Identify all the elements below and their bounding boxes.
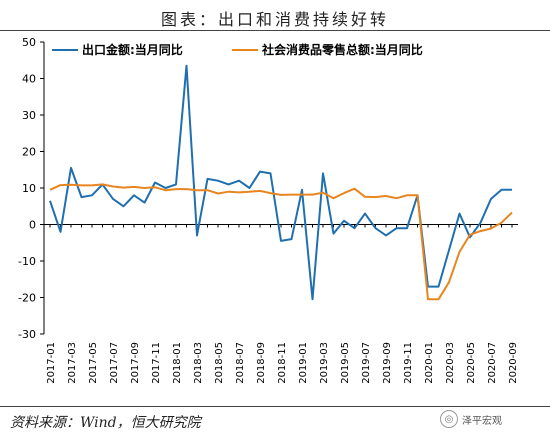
x-tick-label: 2018-05 bbox=[214, 342, 225, 384]
wechat-icon: ◎ bbox=[440, 410, 458, 428]
x-tick-label: 2018-01 bbox=[172, 342, 183, 384]
x-tick-label: 2018-11 bbox=[277, 342, 288, 384]
x-tick-label: 2019-03 bbox=[319, 342, 330, 384]
y-tick-label: 20 bbox=[22, 146, 36, 159]
y-tick-label: 40 bbox=[22, 73, 36, 86]
x-tick-label: 2019-01 bbox=[298, 342, 309, 384]
legend-label: 出口金额:当月同比 bbox=[82, 42, 183, 57]
source-rule bbox=[0, 406, 550, 407]
x-tick-label: 2020-09 bbox=[508, 342, 519, 384]
x-tick-label: 2017-07 bbox=[109, 342, 120, 384]
x-tick-label: 2017-03 bbox=[67, 342, 78, 384]
source-note: 资料来源：Wind，恒大研究院 bbox=[10, 415, 201, 431]
x-tick-label: 2020-01 bbox=[424, 342, 435, 384]
x-tick-label: 2019-07 bbox=[361, 342, 372, 384]
legend-label: 社会消费品零售总额:当月同比 bbox=[261, 42, 423, 57]
y-tick-label: -30 bbox=[18, 328, 36, 341]
x-tick-label: 2019-09 bbox=[382, 342, 393, 384]
x-tick-label: 2017-05 bbox=[88, 342, 99, 384]
watermark-text: 泽平宏观 bbox=[462, 415, 502, 427]
y-tick-label: 10 bbox=[22, 182, 36, 195]
retail-series-line bbox=[49, 183, 513, 301]
y-tick-label: -10 bbox=[18, 255, 36, 268]
x-tick-label: 2020-05 bbox=[466, 342, 477, 384]
x-tick-label: 2019-05 bbox=[340, 342, 351, 384]
x-tick-label: 2018-07 bbox=[235, 342, 246, 384]
line-chart: -30 -20 -10 0 10 20 30 40 50 2017-01 2017-03 2017-0… bbox=[18, 36, 519, 384]
x-tick-label: 2018-09 bbox=[256, 342, 267, 384]
x-tick-label: 2019-11 bbox=[403, 342, 414, 384]
watermark: ◎ 泽平宏观 bbox=[440, 410, 502, 428]
title-underline bbox=[0, 30, 550, 31]
x-tick-label: 2017-01 bbox=[46, 342, 57, 384]
x-tick-label: 2018-03 bbox=[193, 342, 204, 384]
x-tick-label: 2020-03 bbox=[445, 342, 456, 384]
y-tick-label: 50 bbox=[22, 36, 36, 49]
y-tick-label: 30 bbox=[22, 109, 36, 122]
y-tick-label: -20 bbox=[18, 292, 36, 305]
export-series-line bbox=[49, 64, 512, 301]
x-tick-label: 2020-07 bbox=[487, 342, 498, 384]
chart-title: 图表：出口和消费持续好转 bbox=[160, 10, 389, 29]
x-tick-label: 2017-09 bbox=[130, 342, 141, 384]
y-tick-label: 0 bbox=[29, 219, 36, 232]
x-tick-label: 2017-11 bbox=[151, 342, 162, 384]
